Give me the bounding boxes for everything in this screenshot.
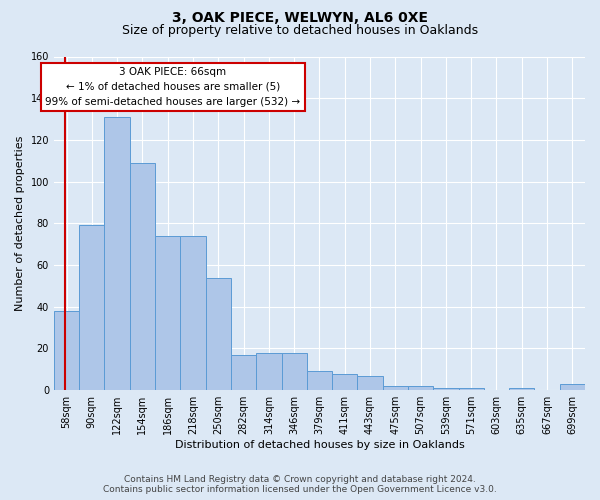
Bar: [231, 355, 256, 390]
Bar: [307, 372, 332, 390]
Bar: [206, 278, 231, 390]
Bar: [155, 236, 181, 390]
Text: Size of property relative to detached houses in Oaklands: Size of property relative to detached ho…: [122, 24, 478, 37]
Bar: [509, 388, 535, 390]
Bar: [358, 376, 383, 390]
Y-axis label: Number of detached properties: Number of detached properties: [15, 136, 25, 311]
Bar: [433, 388, 458, 390]
Text: 3, OAK PIECE, WELWYN, AL6 0XE: 3, OAK PIECE, WELWYN, AL6 0XE: [172, 11, 428, 25]
Bar: [181, 236, 206, 390]
Bar: [458, 388, 484, 390]
Bar: [130, 163, 155, 390]
Bar: [79, 226, 104, 390]
Bar: [281, 352, 307, 390]
Bar: [560, 384, 585, 390]
Bar: [54, 311, 79, 390]
X-axis label: Distribution of detached houses by size in Oaklands: Distribution of detached houses by size …: [175, 440, 464, 450]
Text: Contains HM Land Registry data © Crown copyright and database right 2024.
Contai: Contains HM Land Registry data © Crown c…: [103, 474, 497, 494]
Bar: [383, 386, 408, 390]
Bar: [332, 374, 358, 390]
Bar: [408, 386, 433, 390]
Bar: [104, 117, 130, 390]
Text: 3 OAK PIECE: 66sqm
← 1% of detached houses are smaller (5)
99% of semi-detached : 3 OAK PIECE: 66sqm ← 1% of detached hous…: [45, 67, 301, 106]
Bar: [256, 352, 281, 390]
